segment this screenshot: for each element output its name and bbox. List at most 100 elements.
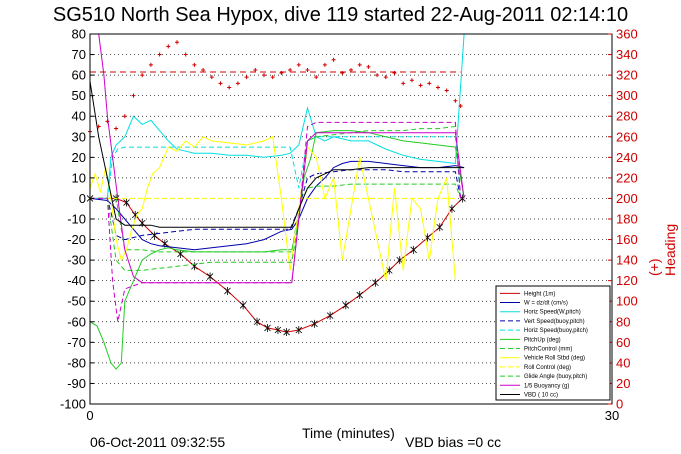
y-tick-label-right: 300 xyxy=(616,88,638,103)
x-axis-label: Time (minutes) xyxy=(302,425,395,441)
y-tick-label-left: -40 xyxy=(67,273,86,288)
y-tick-label-left: 70 xyxy=(72,47,86,62)
series-layer xyxy=(86,33,466,370)
y-tick-label-right: 360 xyxy=(616,27,638,42)
heading-point xyxy=(409,78,414,83)
depth-marker xyxy=(372,278,379,287)
depth-marker xyxy=(206,272,214,281)
y-tick-label-left: 40 xyxy=(72,109,86,124)
y-tick-label-right: 120 xyxy=(616,273,638,288)
depth-marker xyxy=(356,291,363,300)
y-tick-label-left: -30 xyxy=(67,253,86,268)
y-tick-label-right: 80 xyxy=(616,314,630,329)
y-tick-label-right: 340 xyxy=(616,47,638,62)
heading-point xyxy=(349,67,353,72)
heading-point xyxy=(357,62,362,67)
y-tick-label-left: 0 xyxy=(79,191,86,206)
heading-point xyxy=(105,119,110,124)
footer-vbd-bias: VBD bias =0 cc xyxy=(405,434,502,450)
heading-point xyxy=(96,124,101,129)
heading-point xyxy=(340,71,345,76)
depth-marker xyxy=(295,326,303,334)
y-tick-label-right: 200 xyxy=(616,191,638,206)
heading-point xyxy=(183,52,188,57)
heading-layer xyxy=(88,40,463,134)
depth-marker xyxy=(224,286,231,295)
legend-label: VBD ( 10 cc) xyxy=(524,392,558,398)
depth-marker xyxy=(191,262,198,271)
legend-box xyxy=(495,285,611,401)
y-tick-label-right: 160 xyxy=(616,232,638,247)
heading-point xyxy=(227,85,232,90)
legend-label: Height (1m) xyxy=(524,291,555,297)
heading-point xyxy=(366,64,371,69)
legend-label: Vert Speed(buoy,pitch) xyxy=(524,319,585,325)
x-axis: 0 30 xyxy=(86,400,619,423)
depth-marker xyxy=(123,198,130,207)
y-tick-label-left: 80 xyxy=(72,27,86,42)
heading-point xyxy=(122,114,127,119)
heading-point xyxy=(201,67,206,72)
series-line xyxy=(90,136,462,199)
heading-point xyxy=(305,67,310,72)
heading-point xyxy=(131,93,136,98)
y-tick-label-left: 50 xyxy=(72,88,86,103)
heading-point xyxy=(140,73,145,78)
y-tick-label-right: 280 xyxy=(616,109,638,124)
heading-point xyxy=(444,88,449,93)
heading-point xyxy=(383,75,388,80)
depth-marker xyxy=(311,319,318,328)
heading-point xyxy=(296,62,301,67)
heading-point xyxy=(322,62,327,67)
y-axis-right: 3603403203002802602402202001801601401201… xyxy=(608,27,638,412)
legend-label: Vehicle Roll Stbd (deg) xyxy=(524,356,585,362)
heading-point xyxy=(288,67,293,72)
y-tick-label-left: -60 xyxy=(67,314,86,329)
heading-point xyxy=(192,62,197,67)
depth-marker xyxy=(131,210,139,219)
y-tick-label-left: -70 xyxy=(67,335,86,350)
depth-marker xyxy=(342,301,350,310)
heading-point xyxy=(458,103,463,108)
x-tick-label: 0 xyxy=(86,408,93,423)
footer-timestamp: 06-Oct-2011 09:32:55 xyxy=(90,434,226,450)
y-tick-label-left: -100 xyxy=(60,397,86,412)
y-tick-label-right: 320 xyxy=(616,68,638,83)
legend-label: 1/5 Buoyancy (g) xyxy=(524,383,569,389)
heading-point xyxy=(209,75,214,80)
series-line xyxy=(89,81,465,228)
x-tick-label: 30 xyxy=(605,408,619,423)
legend: Height (1m) W = dz/dt (cm/s) Horiz Speed(W… xyxy=(495,285,611,401)
legend-label: PitchControl (mm) xyxy=(524,347,572,353)
heading-point xyxy=(314,75,319,80)
chart-title: SG510 North Sea Hypox, dive 119 started … xyxy=(52,4,629,26)
heading-point xyxy=(427,81,432,86)
y-tick-label-left: -80 xyxy=(67,355,86,370)
series-line xyxy=(90,169,462,241)
series-line xyxy=(90,183,462,253)
heading-point xyxy=(401,81,406,86)
y-tick-label-right: 0 xyxy=(616,397,623,412)
y-tick-label-right: 220 xyxy=(616,170,638,185)
series-line xyxy=(90,121,462,322)
y-tick-label-right: 240 xyxy=(616,150,638,165)
y-tick-label-right: 40 xyxy=(616,355,630,370)
y-tick-label-right: 100 xyxy=(616,294,638,309)
legend-label: W = dz/dt (cm/s) xyxy=(524,301,568,307)
heading-point xyxy=(375,73,380,78)
y-tick-label-left: -10 xyxy=(67,212,86,227)
heading-point xyxy=(262,73,266,78)
depth-marker xyxy=(274,326,282,334)
y-tick-label-left: -90 xyxy=(67,376,86,391)
heading-point xyxy=(114,126,119,131)
depth-marker xyxy=(326,311,334,320)
series-line xyxy=(89,160,465,251)
legend-label: PitchUp (deg) xyxy=(524,337,561,343)
heading-point xyxy=(244,75,249,80)
legend-label: Roll Control (deg) xyxy=(524,365,571,371)
heading-point xyxy=(279,71,284,76)
heading-point xyxy=(175,40,179,45)
y-tick-label-right: 180 xyxy=(616,212,638,227)
heading-point xyxy=(270,75,275,80)
y-axis-left: 80 70 60 50 40 30 20 10 0 -10 -20 -30 -40 -50 -60 -70 -8… xyxy=(60,27,94,412)
